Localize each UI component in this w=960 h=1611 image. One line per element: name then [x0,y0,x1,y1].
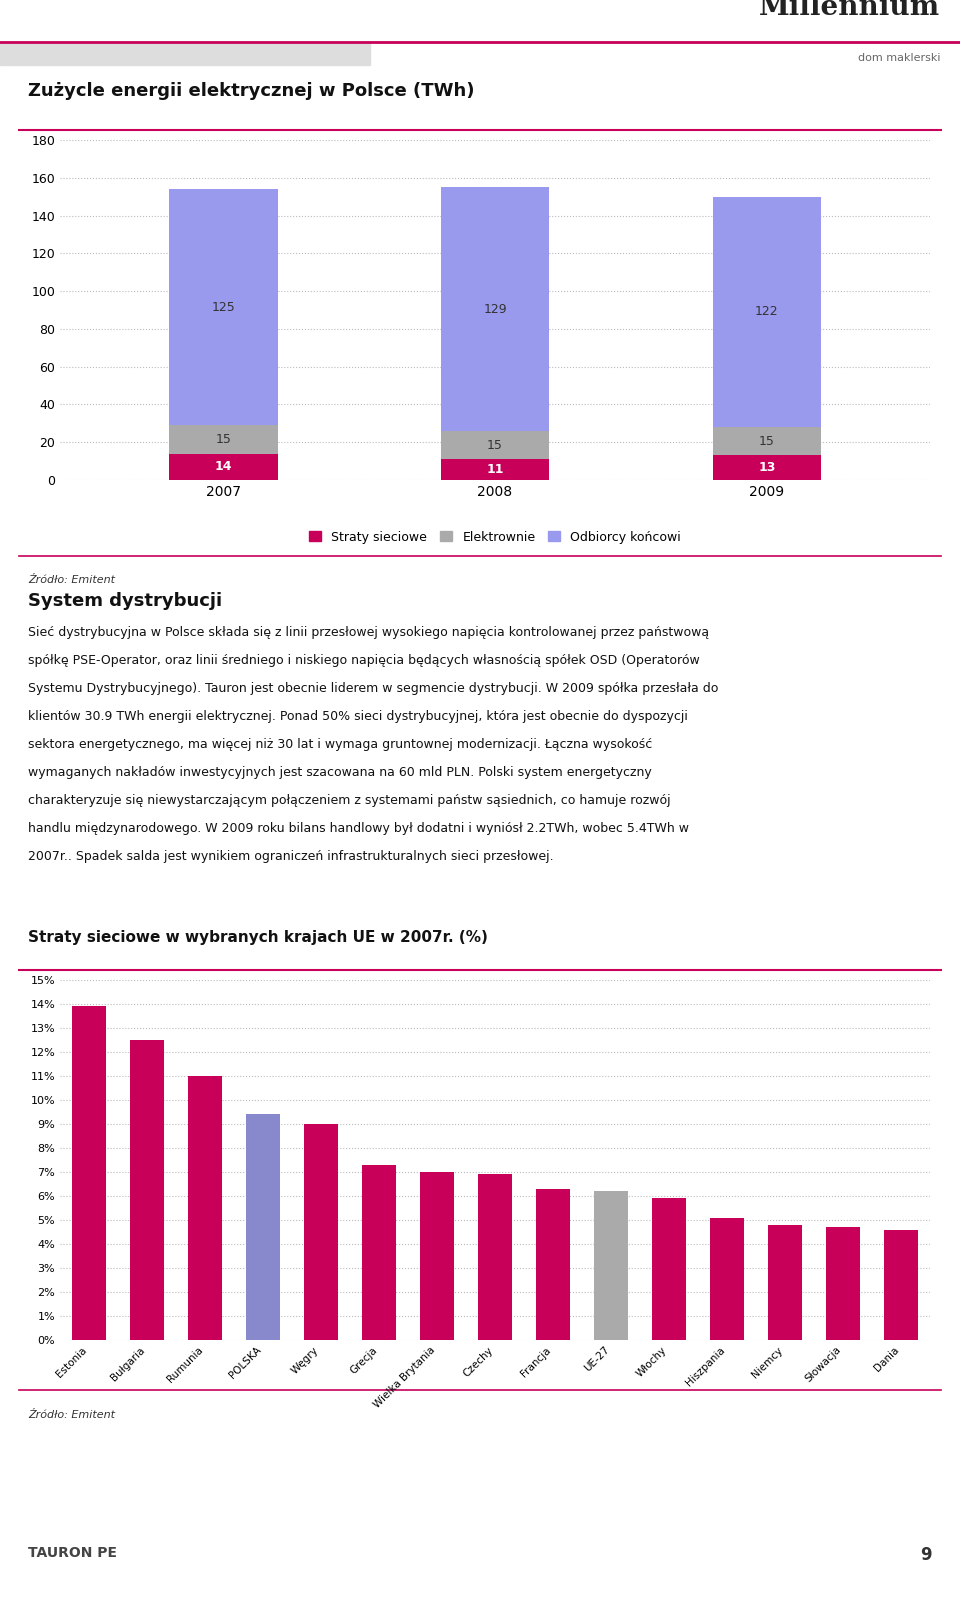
Bar [712,427,821,456]
Bar [420,1171,454,1340]
Bar [72,1007,107,1340]
Bar [883,1229,919,1340]
Bar [362,1165,396,1340]
Text: 9: 9 [921,1547,932,1564]
Bar [441,430,549,459]
Text: dom maklerski: dom maklerski [857,53,940,63]
Text: 11: 11 [487,462,504,477]
Text: 15: 15 [487,438,503,451]
Bar [246,1115,280,1340]
Bar [826,1228,860,1340]
Bar [169,454,277,480]
Text: Millennium: Millennium [758,0,940,21]
Bar [709,1218,744,1340]
Bar [441,187,549,430]
Text: wymaganych nakładów inwestycyjnych jest szacowana na 60 mld PLN. Polski system e: wymaganych nakładów inwestycyjnych jest … [28,765,652,780]
Bar [187,1076,223,1340]
Text: 15: 15 [215,433,231,446]
Legend: Straty sieciowe, Elektrownie, Odbiorcy końcowi: Straty sieciowe, Elektrownie, Odbiorcy k… [304,525,686,549]
Bar [478,1174,513,1340]
Text: klientów 30.9 TWh energii elektrycznej. Ponad 50% sieci dystrybucyjnej, która je: klientów 30.9 TWh energii elektrycznej. … [28,710,688,723]
Bar [652,1199,686,1340]
Bar [536,1189,570,1340]
Text: charakteryzuje się niewystarczającym połączeniem z systemami państw sąsiednich, : charakteryzuje się niewystarczającym poł… [28,794,671,807]
Bar [712,197,821,427]
Bar [593,1191,629,1340]
Bar [303,1124,338,1340]
Bar [712,456,821,480]
Text: handlu międzynarodowego. W 2009 roku bilans handlowy był dodatni i wyniósł 2.2TW: handlu międzynarodowego. W 2009 roku bil… [28,822,689,834]
Bar [130,1041,164,1340]
Bar [0,42,370,64]
Text: System dystrybucji: System dystrybucji [28,591,222,611]
Text: spółkę PSE-Operator, oraz linii średniego i niskiego napięcia będących własności: spółkę PSE-Operator, oraz linii średnieg… [28,654,700,667]
Text: 122: 122 [756,306,779,319]
Text: TAURON PE: TAURON PE [28,1547,117,1559]
Text: 129: 129 [483,303,507,316]
Bar [768,1224,803,1340]
Text: sektora energetycznego, ma więcej niż 30 lat i wymaga gruntownej modernizacji. Ł: sektora energetycznego, ma więcej niż 30… [28,738,652,751]
Text: 15: 15 [759,435,775,448]
Text: 2007r.. Spadek salda jest wynikiem ograniczeń infrastrukturalnych sieci przesłow: 2007r.. Spadek salda jest wynikiem ogran… [28,851,554,863]
Bar [441,459,549,480]
Text: Zużycle energii elektrycznej w Polsce (TWh): Zużycle energii elektrycznej w Polsce (T… [28,82,474,100]
Text: Sieć dystrybucyjna w Polsce składa się z linii przesłowej wysokiego napięcia kon: Sieć dystrybucyjna w Polsce składa się z… [28,627,709,640]
Text: Systemu Dystrybucyjnego). Tauron jest obecnie liderem w segmencie dystrybucji. W: Systemu Dystrybucyjnego). Tauron jest ob… [28,681,718,694]
Text: Źródło: Emitent: Źródło: Emitent [28,575,115,585]
Text: 14: 14 [214,461,232,474]
Bar [169,425,277,454]
Bar [169,188,277,425]
Text: 125: 125 [211,301,235,314]
Text: Źródło: Emitent: Źródło: Emitent [28,1410,115,1419]
Text: 13: 13 [758,461,776,474]
Text: Straty sieciowe w wybranych krajach UE w 2007r. (%): Straty sieciowe w wybranych krajach UE w… [28,930,488,946]
